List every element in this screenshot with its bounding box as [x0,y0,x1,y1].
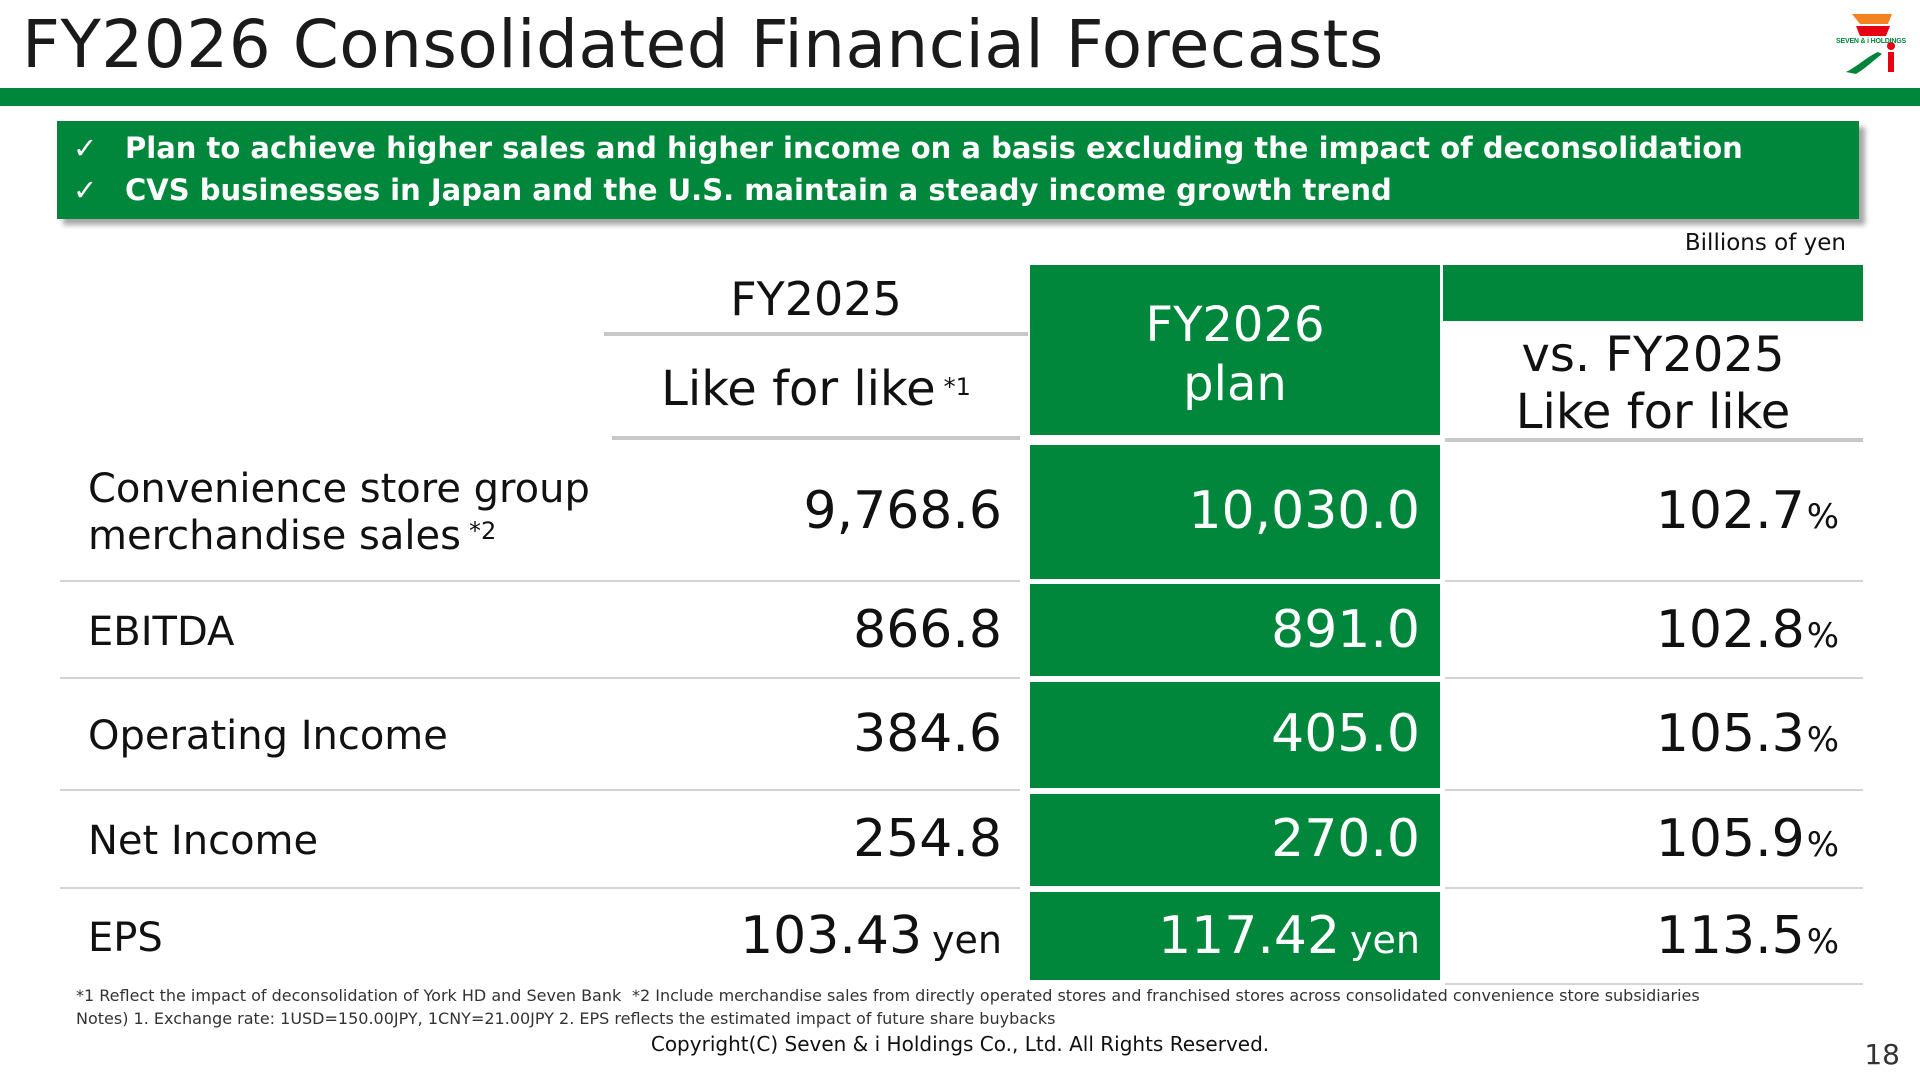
percent-unit: % [1806,825,1839,865]
operating-income-fy2025: 384.6 [853,704,1002,764]
like-for-like-text: Like for like [661,361,936,417]
unit-label: Billions of yen [1684,230,1846,256]
eps-vs: 113.5% [1443,906,1839,966]
check-icon: ✓ [73,173,98,207]
highlights-banner: ✓ Plan to achieve higher sales and higher… [57,121,1859,219]
percent-unit: % [1806,497,1839,537]
title-rule [0,88,1920,106]
footnote-1: *1 Reflect the impact of deconsolidation… [76,986,622,1005]
row-divider [60,580,1020,582]
header-rule [1445,438,1863,442]
logo-text: SEVEN & i HOLDINGS [1836,38,1906,45]
footnote-2: *2 Include merchandise sales from direct… [632,986,1700,1005]
net-income-fy2025: 254.8 [853,809,1002,869]
copyright: Copyright(C) Seven & i Holdings Co., Ltd… [650,1032,1270,1056]
operating-income-fy2026: 405.0 [1271,704,1420,764]
seven-and-i-logo: SEVEN & i HOLDINGS [1834,12,1908,76]
row-divider [60,677,1020,679]
fy2026-header-line1: FY2026 [1145,297,1325,353]
row-label-net-income: Net Income [88,818,319,864]
vs-value: 113.5 [1655,906,1805,966]
fy2026-cell-bg [1030,682,1440,788]
highlight-item: ✓ Plan to achieve higher sales and higher… [73,131,1743,165]
percent-unit: % [1806,616,1839,656]
vs-value: 105.3 [1655,704,1805,764]
net-income-vs: 105.9% [1443,809,1839,869]
row-label-cvs-sales: Convenience store group [88,466,590,512]
ebitda-fy2025: 866.8 [853,600,1002,660]
net-income-fy2026: 270.0 [1271,809,1420,869]
row-divider [60,887,1020,889]
fy2026-cell-bg [1030,584,1440,676]
column-header-fy2026-plan: FY2026 plan [1030,265,1440,435]
row-label-cvs-sales-line2: merchandise sales *2 [88,513,496,559]
highlight-text: Plan to achieve higher sales and higher … [125,131,1743,165]
highlight-text: CVS businesses in Japan and the U.S. mai… [125,173,1392,207]
seven-logo-icon [1846,14,1895,74]
eps-value: 103.43 [740,906,923,966]
cvs-sales-vs: 102.7% [1443,481,1839,541]
footnote-marker: *2 [468,517,497,545]
header-rule [604,332,1028,336]
operating-income-vs: 105.3% [1443,704,1839,764]
fy2026-header-line2: plan [1183,356,1287,412]
vs-value: 102.8 [1655,600,1805,660]
check-icon: ✓ [73,131,98,165]
column-header-vs-line1: vs. FY2025 [1521,327,1785,383]
fy2026-cell-bg [1030,892,1440,980]
header-rule [612,436,1020,440]
row-label-operating-income: Operating Income [88,713,448,759]
ebitda-fy2026: 891.0 [1271,600,1420,660]
yen-unit: yen [932,918,1002,962]
highlight-item: ✓ CVS businesses in Japan and the U.S. ma… [73,173,1392,207]
column-header-fy2025: FY2025 [730,272,902,326]
row-divider [60,789,1020,791]
footnote-notes: Notes) 1. Exchange rate: 1USD=150.00JPY,… [76,1009,1056,1028]
row-divider [1445,677,1863,679]
column-header-vs-line2: Like for like [1515,384,1791,440]
row-divider [1445,580,1863,582]
row-label-eps: EPS [88,915,163,961]
eps-fy2025: 103.43 yen [612,906,1002,966]
yen-unit: yen [1350,918,1420,962]
column-header-like-for-like: Like for like *1 [612,361,1020,417]
page-number: 18 [1864,1038,1900,1071]
cvs-sales-fy2026: 10,030.0 [1188,481,1420,541]
row-divider [1445,983,1863,985]
percent-unit: % [1806,922,1839,962]
cvs-sales-fy2025: 9,768.6 [803,481,1002,541]
fy2026-cell-bg [1030,445,1440,579]
vs-header-band [1443,265,1863,321]
page-title: FY2026 Consolidated Financial Forecasts [22,6,1384,83]
row-divider [1445,887,1863,889]
row-label-ebitda: EBITDA [88,609,235,655]
eps-value: 117.42 [1158,906,1341,966]
row-label-text: merchandise sales [88,513,461,559]
percent-unit: % [1806,720,1839,760]
vs-value: 102.7 [1655,481,1805,541]
row-divider [1445,789,1863,791]
fy2026-cell-bg [1030,794,1440,886]
ebitda-vs: 102.8% [1443,600,1839,660]
eps-fy2026: 117.42 yen [1030,906,1420,966]
footnote-marker: *1 [943,373,971,401]
vs-value: 105.9 [1655,809,1805,869]
